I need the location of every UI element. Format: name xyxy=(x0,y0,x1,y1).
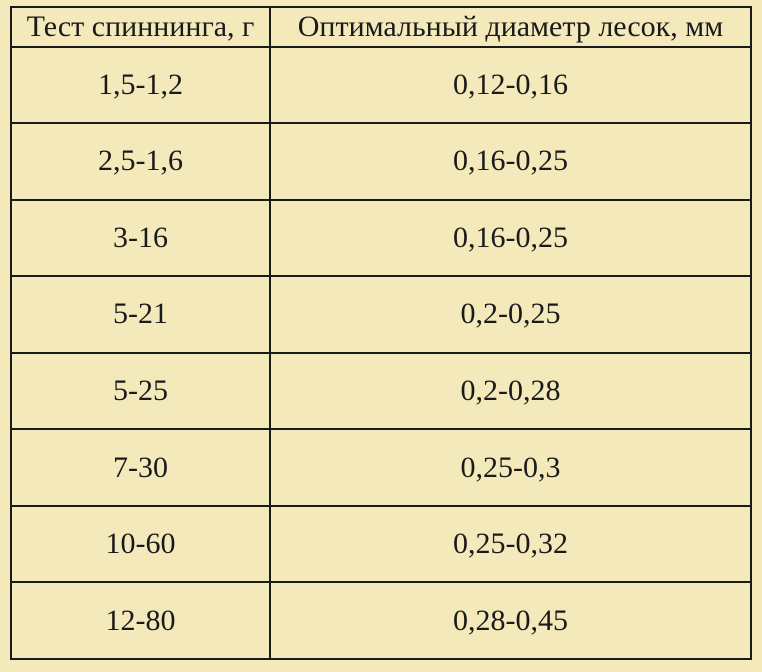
cell-test: 2,5-1,6 xyxy=(11,123,270,200)
table-row: 5-21 0,2-0,25 xyxy=(11,276,751,353)
cell-diameter: 0,16-0,25 xyxy=(270,200,751,277)
table-row: 12-80 0,28-0,45 xyxy=(11,582,751,659)
column-header-test: Тест спиннинга, г xyxy=(11,7,270,47)
column-header-diameter: Оптимальный диаметр лесок, мм xyxy=(270,7,751,47)
cell-test: 12-80 xyxy=(11,582,270,659)
table-row: 5-25 0,2-0,28 xyxy=(11,353,751,430)
table-row: 2,5-1,6 0,16-0,25 xyxy=(11,123,751,200)
table-row: 7-30 0,25-0,3 xyxy=(11,429,751,506)
cell-diameter: 0,28-0,45 xyxy=(270,582,751,659)
cell-diameter: 0,16-0,25 xyxy=(270,123,751,200)
table-row: 1,5-1,2 0,12-0,16 xyxy=(11,47,751,124)
cell-diameter: 0,2-0,25 xyxy=(270,276,751,353)
table-header-row: Тест спиннинга, г Оптимальный диаметр ле… xyxy=(11,7,751,47)
cell-test: 5-21 xyxy=(11,276,270,353)
cell-test: 10-60 xyxy=(11,506,270,583)
cell-test: 7-30 xyxy=(11,429,270,506)
table-container: Тест спиннинга, г Оптимальный диаметр ле… xyxy=(0,0,762,672)
cell-diameter: 0,25-0,3 xyxy=(270,429,751,506)
table-row: 10-60 0,25-0,32 xyxy=(11,506,751,583)
cell-test: 5-25 xyxy=(11,353,270,430)
line-diameter-table: Тест спиннинга, г Оптимальный диаметр ле… xyxy=(10,6,752,660)
cell-diameter: 0,25-0,32 xyxy=(270,506,751,583)
cell-diameter: 0,2-0,28 xyxy=(270,353,751,430)
cell-diameter: 0,12-0,16 xyxy=(270,47,751,124)
cell-test: 3-16 xyxy=(11,200,270,277)
cell-test: 1,5-1,2 xyxy=(11,47,270,124)
table-row: 3-16 0,16-0,25 xyxy=(11,200,751,277)
